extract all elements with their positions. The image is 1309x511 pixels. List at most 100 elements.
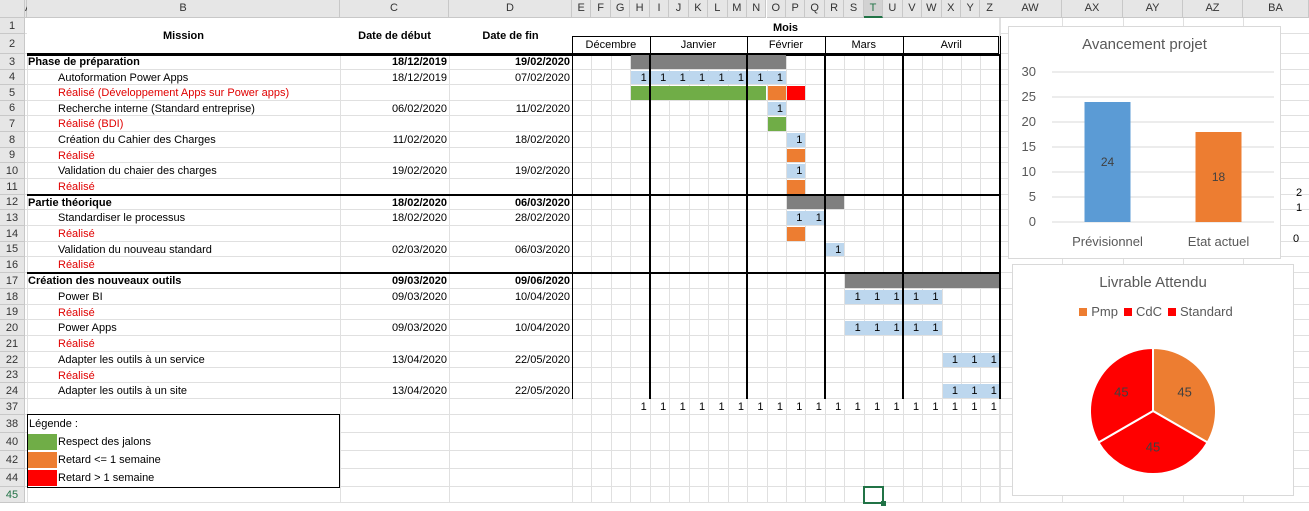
row-header-23[interactable]: 23 <box>0 368 25 383</box>
row-gridline <box>25 178 1309 179</box>
row-header-44[interactable]: 44 <box>0 469 25 487</box>
column-header-g[interactable]: G <box>610 0 631 18</box>
row-header-21[interactable]: 21 <box>0 336 25 352</box>
planned-cell: 1 <box>893 321 900 334</box>
row-header-38[interactable]: 38 <box>0 415 25 433</box>
column-header-ay[interactable]: AY <box>1123 0 1183 18</box>
total-cell: 1 <box>874 400 881 413</box>
bar-1[interactable] <box>1084 102 1131 222</box>
row-header-16[interactable]: 16 <box>0 257 25 273</box>
header-mois: Mois <box>772 22 799 34</box>
column-header-l[interactable]: L <box>708 0 728 18</box>
legend-label: Retard <= 1 semaine <box>58 454 161 466</box>
column-header-c[interactable]: C <box>340 0 449 18</box>
row-header-14[interactable]: 14 <box>0 226 25 242</box>
row-header-17[interactable]: 17 <box>0 273 25 289</box>
row-header-1[interactable]: 1 <box>0 18 25 34</box>
select-all-corner[interactable] <box>0 0 25 18</box>
row-header-37[interactable]: 37 <box>0 399 25 415</box>
row-header-9[interactable]: 9 <box>0 148 25 163</box>
column-header-t[interactable]: T <box>863 0 884 18</box>
mission-name: Réalisé <box>58 369 95 382</box>
row-header-45[interactable]: 45 <box>0 487 25 503</box>
pie-slice-pmp[interactable] <box>1152 346 1217 444</box>
column-header-ba[interactable]: BA <box>1243 0 1309 18</box>
column-header-b[interactable]: B <box>27 0 340 18</box>
planned-cell: 1 <box>776 71 783 84</box>
row-gridline <box>25 468 1309 469</box>
column-header-p[interactable]: P <box>785 0 806 18</box>
row-header-11[interactable]: 11 <box>0 179 25 195</box>
column-header-i[interactable]: I <box>649 0 670 18</box>
planned-cell: 1 <box>854 290 861 303</box>
column-header-m[interactable]: M <box>727 0 748 18</box>
row-gridline <box>25 382 1309 383</box>
mission-name: Création du Cahier des Charges <box>58 133 216 146</box>
legend-swatch <box>1079 308 1088 316</box>
row-header-20[interactable]: 20 <box>0 320 25 336</box>
end-date: 10/04/2020 <box>514 290 570 303</box>
column-header-q[interactable]: Q <box>805 0 825 18</box>
pie-slice-standard[interactable] <box>1089 346 1154 444</box>
row-header-42[interactable]: 42 <box>0 451 25 469</box>
row-header-4[interactable]: 4 <box>0 70 25 85</box>
column-header-w[interactable]: W <box>922 0 942 18</box>
column-header-h[interactable]: H <box>630 0 650 18</box>
mission-name: Réalisé <box>58 337 95 350</box>
column-header-aw[interactable]: AW <box>999 0 1062 18</box>
column-header-r[interactable]: R <box>824 0 845 18</box>
row-header-19[interactable]: 19 <box>0 305 25 320</box>
column-header-az[interactable]: AZ <box>1183 0 1243 18</box>
row-header-7[interactable]: 7 <box>0 116 25 132</box>
row-header-6[interactable]: 6 <box>0 101 25 116</box>
column-header-y[interactable]: Y <box>961 0 981 18</box>
col-gridline <box>1183 18 1184 503</box>
row-header-3[interactable]: 3 <box>0 54 25 70</box>
row-header-2[interactable]: 2 <box>0 34 25 54</box>
column-header-j[interactable]: J <box>669 0 689 18</box>
row-gridline <box>25 84 1309 85</box>
column-header-e[interactable]: E <box>572 0 592 18</box>
row-header-22[interactable]: 22 <box>0 352 25 368</box>
row-header-15[interactable]: 15 <box>0 242 25 257</box>
row-header-10[interactable]: 10 <box>0 163 25 179</box>
bar-2[interactable] <box>1195 132 1242 222</box>
realised-bar <box>786 180 806 194</box>
legend-label: CdC <box>1135 304 1162 319</box>
column-header-o[interactable]: O <box>766 0 786 18</box>
realised-bar <box>786 149 806 162</box>
column-header-k[interactable]: K <box>688 0 709 18</box>
row-header-8[interactable]: 8 <box>0 132 25 148</box>
column-header-v[interactable]: V <box>902 0 923 18</box>
row-header-13[interactable]: 13 <box>0 210 25 226</box>
column-header-x[interactable]: X <box>941 0 961 18</box>
month-1: Décembre <box>585 39 637 51</box>
column-header-f[interactable]: F <box>591 0 611 18</box>
month-3: Février <box>768 39 804 51</box>
column-header-s[interactable]: S <box>844 0 864 18</box>
column-header-d[interactable]: D <box>449 0 572 18</box>
row-header-18[interactable]: 18 <box>0 289 25 305</box>
month-border <box>825 36 826 54</box>
column-header-z[interactable]: Z <box>980 0 1000 18</box>
start-date: 19/02/2020 <box>391 164 447 177</box>
column-header-u[interactable]: U <box>883 0 903 18</box>
month-separator <box>902 54 904 399</box>
phase-bar <box>786 196 845 209</box>
col-gridline <box>1123 18 1124 503</box>
total-cell: 1 <box>951 400 958 413</box>
start-date: 18/02/2020 <box>391 196 447 209</box>
mission-name: Adapter les outils à un service <box>58 353 205 366</box>
legend-swatch <box>1123 308 1132 316</box>
column-header-n[interactable]: N <box>747 0 767 18</box>
selected-cell <box>864 488 883 502</box>
mission-name: Création des nouveaux outils <box>28 274 182 287</box>
row-header-12[interactable]: 12 <box>0 195 25 210</box>
row-header-24[interactable]: 24 <box>0 383 25 399</box>
row-gridline <box>25 367 1309 368</box>
col-gridline <box>449 18 450 503</box>
row-header-40[interactable]: 40 <box>0 433 25 451</box>
row-gridline <box>25 147 1309 148</box>
column-header-ax[interactable]: AX <box>1062 0 1123 18</box>
row-header-5[interactable]: 5 <box>0 85 25 101</box>
